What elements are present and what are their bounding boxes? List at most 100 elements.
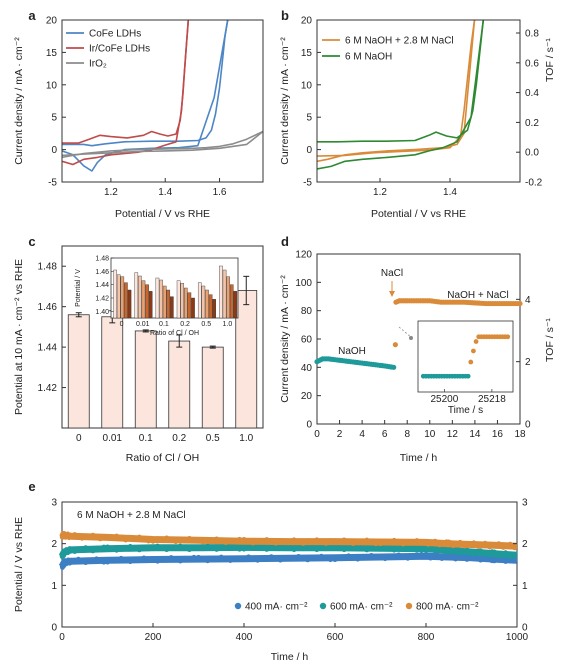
data-point [273,540,279,546]
data-point [127,544,133,549]
inset-x-tick-label: 0 [120,321,124,328]
data-point [282,545,288,551]
data-point [296,544,301,550]
y-tick-label: 1.42 [38,383,58,394]
data-point [68,534,74,540]
series-line [317,20,485,170]
data-point [72,559,78,565]
y-tick-label: 2 [51,539,57,550]
data-point [191,537,197,543]
data-point [218,538,224,544]
y-tick-label: 20 [301,16,313,27]
inset-bar [145,284,149,319]
data-point [341,547,347,553]
y-tick-label: 1.44 [38,343,58,354]
inset-x-tick-label: 1.0 [223,321,233,328]
data-point [391,555,397,561]
data-point [512,557,518,563]
data-point [209,545,215,551]
x-tick-label: 0 [314,429,320,440]
x-tick-label: 12 [447,429,459,440]
data-point [200,556,206,562]
data-point [264,537,270,542]
data-point [314,537,320,543]
data-point [237,536,242,542]
data-point [291,556,297,562]
inset-bar [176,280,181,319]
data-point [387,553,392,559]
data-point [123,537,129,543]
legend-label: CoFe LDHs [89,29,141,40]
data-point [218,544,224,550]
data-point [250,556,256,561]
data-point [227,543,233,549]
inset-bar [138,275,142,319]
data-point [94,556,99,562]
panel-title: 6 M NaOH + 2.8 M NaCl [77,510,186,521]
data-point [132,556,138,562]
data-point [90,548,96,554]
data-point [305,557,311,563]
data-point [150,538,156,544]
data-point [414,554,420,560]
data-point [409,540,415,546]
panel-c: 0 0.01 0.1 0.2 0.5 1.0 1.42 1.44 1.46 1.48 Ratio o… [13,234,264,464]
y-tick-label: 40 [301,363,313,374]
inset-y-tick-label: 1.46 [95,269,109,276]
inset-bar [155,277,160,319]
data-point [237,546,242,552]
inset-bar [159,279,163,319]
data-point [278,538,283,543]
series-line [317,20,476,157]
data-point [405,555,411,561]
data-point [196,554,201,560]
inset-x-axis-label: Time / s [448,405,483,416]
right-tick-label: 2 [525,357,531,368]
data-point [309,540,315,545]
data-point [223,546,229,551]
y-tick-label: 15 [301,48,313,59]
data-point [300,540,306,546]
data-point [97,558,103,563]
inset-bar [141,280,146,319]
inset-bar [191,297,195,319]
inset-x-tick-label: 25218 [478,394,506,405]
data-point [282,540,288,545]
data-point [232,539,238,545]
data-point [314,547,320,553]
right-axis-label: TOF / s⁻¹ [544,318,556,362]
data-point [341,556,347,561]
x-tick-label: 8 [404,429,410,440]
data-point [259,539,265,545]
data-point [382,556,388,562]
data-point [218,554,224,560]
data-point [214,547,220,552]
data-point [241,546,247,552]
data-point [155,558,160,564]
data-point [214,557,220,563]
right-tick-label: 0.2 [525,118,539,129]
y-tick-label: 1.48 [38,262,58,273]
data-point [187,547,192,553]
data-point [79,548,85,553]
y-tick-label: 0 [306,420,312,431]
x-tick-label: 6 [382,429,388,440]
data-point [309,545,315,551]
data-point [182,545,188,551]
x-tick-label: 2 [337,429,343,440]
data-point [259,545,265,550]
data-point [159,538,165,543]
data-point [332,557,338,563]
bar [101,316,124,429]
data-point [114,558,119,564]
data-point [373,541,379,547]
data-point [136,547,142,553]
inset-point [465,373,471,379]
legend-label: Ir/CoFe LDHs [89,44,150,55]
inset-connector [398,326,413,339]
inset-bar [162,285,167,319]
data-point [191,544,197,550]
panel-letter: e [28,479,35,494]
data-point [287,554,292,560]
